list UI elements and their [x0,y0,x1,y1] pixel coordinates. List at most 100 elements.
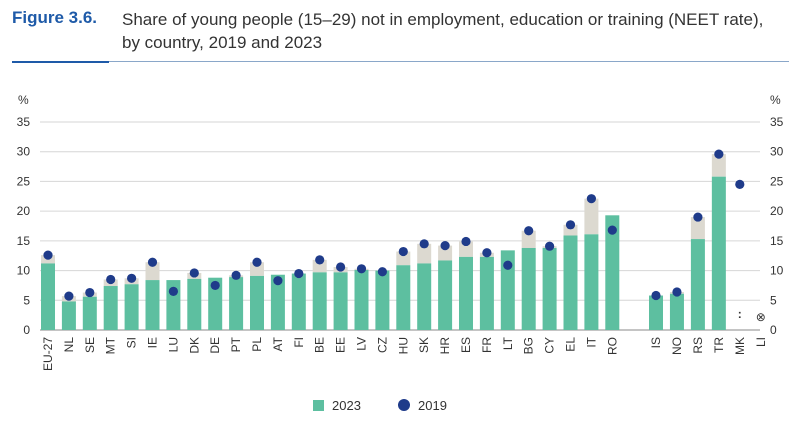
bar-2023-cy [542,247,557,330]
x-tick-label-de: DE [208,337,222,354]
x-tick-label-es: ES [459,337,473,353]
dot-2019-be [315,255,325,265]
dot-2019-hu [398,246,408,257]
bar-2023-hr [438,260,453,330]
x-tick-label-fr: FR [480,337,494,353]
y-tick-label-right: 0 [770,323,777,337]
legend-item-2019: 2019 [398,398,447,414]
y-tick-label-right: 10 [770,264,784,278]
bar-2023-fi [291,273,306,330]
gap-bar-ie [145,262,160,281]
bar-2023-dk [187,278,202,330]
dot-2019-es [461,236,471,247]
legend-swatch-2019 [398,399,410,411]
bar-2023-ee [333,272,348,330]
bar-2023-cz [375,270,390,330]
x-tick-label-rs: RS [691,337,705,354]
dot-2019-lt [503,260,513,270]
gap-bar-it [584,198,599,235]
x-tick-label-tr: TR [712,337,726,353]
x-tick-label-pl: PL [250,337,264,352]
y-tick-label-left: 10 [17,264,31,278]
gap-bar-bg [521,230,536,248]
x-tick-label-ro: RO [605,337,619,355]
bar-2023-mt [103,286,118,330]
x-tick-label-dk: DK [187,337,201,354]
x-tick-label-lu: LU [166,337,180,352]
bar-2023-lv [354,269,369,330]
x-tick-label-se: SE [83,337,97,353]
dot-2019-hr [440,241,450,251]
gap-bar-be [312,259,327,273]
y-tick-label-right: 20 [770,204,784,218]
y-tick-label-left: 30 [17,145,31,159]
gap-bar-hu [396,251,411,266]
x-tick-label-si: SI [125,337,139,348]
bar-2023-es [459,256,473,330]
bar-2023-at [270,274,285,330]
y-tick-label-left: 15 [17,234,31,248]
bar-2023-nl [61,301,76,330]
x-tick-label-lv: LV [355,337,369,351]
dot-2019-sk [419,239,429,249]
dot-2019-si [127,273,137,283]
bar-2023-no [669,293,684,330]
dot-2019-pl [252,257,262,267]
bar-2023-pt [229,277,244,330]
x-tick-label-nl: NL [62,337,76,353]
y-tick-label-right: 30 [770,145,784,159]
dot-2019-ee [336,262,346,272]
dot-2019-cz [377,267,387,277]
title-rule-accent [12,61,109,63]
dot-2019-tr [714,149,724,159]
y-tick-label-left: 25 [17,174,31,188]
dot-2019-cy [545,241,555,251]
x-tick-label-no: NO [670,337,684,355]
x-tick-label-sk: SK [417,337,431,353]
dot-2019-fr [482,248,492,258]
x-tick-label-li: LI [754,337,768,347]
dot-2019-lv [356,264,367,274]
bar-2023-bg [521,247,536,330]
x-tick-label-ie: IE [146,337,160,348]
x-tick-label-mt: MT [104,336,118,354]
gap-bar-pl [250,262,264,276]
dot-2019-pt [231,270,241,280]
x-tick-label-cy: CY [543,337,557,354]
dot-2019-nl [64,291,74,301]
x-tick-label-hu: HU [396,337,410,354]
missing-mark-li: ⊗ [756,310,766,324]
x-tick-label-el: EL [564,337,578,352]
bar-2023-be [312,272,327,330]
bar-2023-de [208,277,223,330]
dot-2019-ie [147,257,158,267]
x-tick-label-it: IT [584,336,598,347]
legend-item-2023: 2023 [313,398,361,414]
y-tick-label-right: 25 [770,174,784,188]
x-tick-label-cz: CZ [375,337,389,353]
legend-label-2019: 2019 [418,398,447,413]
bar-2023-is [649,295,663,330]
bar-2023-fr [479,256,494,330]
x-tick-label-fi: FI [292,337,306,348]
y-unit-left: % [18,93,29,107]
gap-bar-el [563,224,578,236]
x-tick-label-lt: LT [501,336,515,350]
bar-2023-eu-27 [41,263,55,330]
bar-2023-ie [145,280,160,330]
figure-label: Figure 3.6. [12,8,98,27]
dot-2019-dk [189,268,199,278]
bar-2023-si [124,284,139,330]
bar-2023-tr [711,176,726,330]
dot-2019-lu [168,286,178,296]
bar-2023-pl [250,275,264,330]
dot-2019-at [273,276,283,286]
dot-2019-rs [693,212,703,222]
y-tick-label-right: 35 [770,115,784,129]
bar-2023-se [82,296,97,330]
y-tick-label-left: 0 [23,323,30,337]
x-tick-label-hr: HR [438,337,452,355]
bar-2023-el [563,235,578,330]
x-tick-label-mk: MK [733,337,747,355]
dot-2019-is [651,290,661,301]
